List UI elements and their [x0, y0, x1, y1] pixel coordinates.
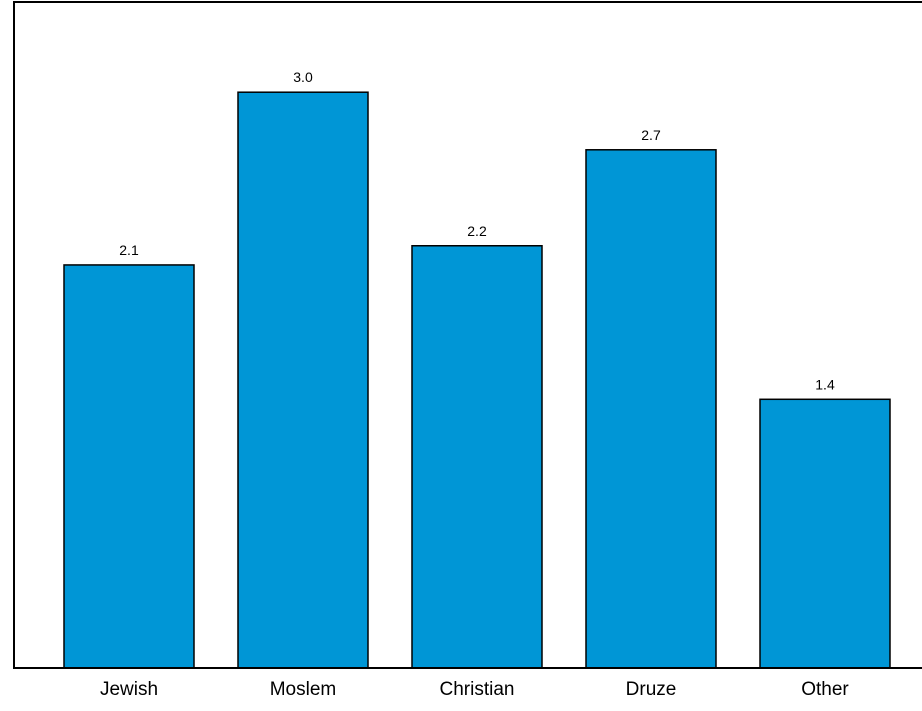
- bar-jewish: [63, 264, 195, 669]
- x-tick-label-other: Other: [801, 679, 849, 700]
- data-label-druze: 2.7: [641, 127, 661, 143]
- x-tick-label-druze: Druze: [626, 679, 677, 700]
- bars-layer: [63, 91, 891, 669]
- bar-druze: [585, 149, 717, 669]
- data-label-christian: 2.2: [467, 223, 487, 239]
- data-label-moslem: 3.0: [293, 69, 313, 85]
- data-label-other: 1.4: [815, 376, 835, 392]
- data-label-jewish: 2.1: [119, 242, 139, 258]
- x-tick-labels-layer: Jewish Moslem Christian Druze Other: [100, 679, 849, 700]
- bar-christian: [411, 245, 543, 669]
- plot-frame: [13, 1, 922, 669]
- data-labels-layer: 2.1 3.0 2.2 2.7 1.4: [119, 69, 835, 392]
- bar-other: [759, 398, 891, 669]
- x-tick-label-moslem: Moslem: [270, 679, 337, 700]
- x-tick-label-jewish: Jewish: [100, 679, 158, 700]
- bar-moslem: [237, 91, 369, 669]
- x-tick-label-christian: Christian: [440, 679, 515, 700]
